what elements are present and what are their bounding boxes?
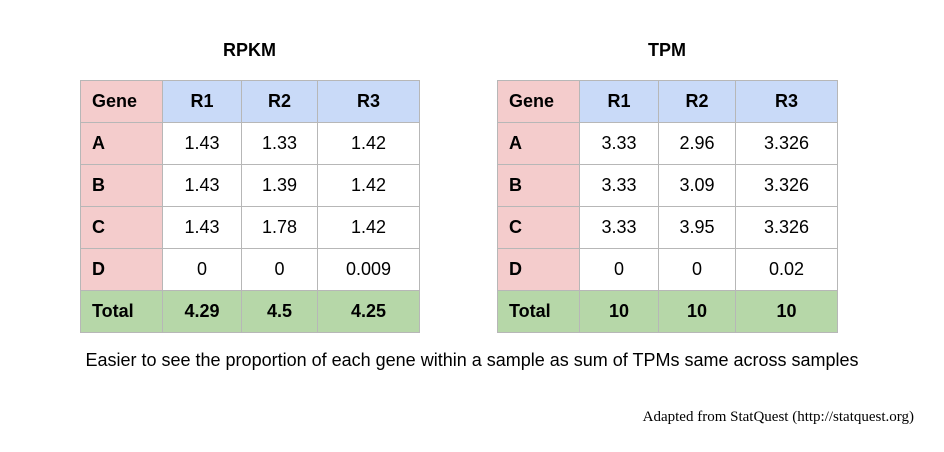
table-row: A 1.43 1.33 1.42 <box>80 122 420 165</box>
table-row: D 0 0 0.02 <box>497 248 838 291</box>
tpm-total-value: 10 <box>658 290 736 333</box>
table-row: B 1.43 1.39 1.42 <box>80 164 420 207</box>
rpkm-gene-cell: C <box>80 206 163 249</box>
tpm-header-r2: R2 <box>658 80 736 123</box>
rpkm-value-cell: 1.33 <box>241 122 318 165</box>
rpkm-gene-cell: B <box>80 164 163 207</box>
table-row: D 0 0 0.009 <box>80 248 420 291</box>
tpm-value-cell: 3.33 <box>579 164 659 207</box>
table-row: B 3.33 3.09 3.326 <box>497 164 838 207</box>
rpkm-value-cell: 1.42 <box>317 122 420 165</box>
tpm-header-r3: R3 <box>735 80 838 123</box>
rpkm-table: Gene R1 R2 R3 A 1.43 1.33 1.42 B 1.43 1.… <box>80 80 420 333</box>
rpkm-value-cell: 1.42 <box>317 206 420 249</box>
caption-text: Easier to see the proportion of each gen… <box>85 350 859 370</box>
rpkm-value-cell: 0 <box>162 248 242 291</box>
rpkm-header-r2: R2 <box>241 80 318 123</box>
rpkm-total-value: 4.25 <box>317 290 420 333</box>
tpm-header-r1: R1 <box>579 80 659 123</box>
tpm-value-cell: 2.96 <box>658 122 736 165</box>
tpm-value-cell: 0 <box>579 248 659 291</box>
rpkm-total-value: 4.5 <box>241 290 318 333</box>
tpm-value-cell: 3.95 <box>658 206 736 249</box>
rpkm-value-cell: 1.43 <box>162 164 242 207</box>
rpkm-total-label: Total <box>80 290 163 333</box>
tpm-value-cell: 3.326 <box>735 122 838 165</box>
tpm-value-cell: 0.02 <box>735 248 838 291</box>
tpm-value-cell: 3.326 <box>735 164 838 207</box>
tpm-total-row: Total 10 10 10 <box>497 290 838 333</box>
rpkm-value-cell: 1.42 <box>317 164 420 207</box>
tpm-value-cell: 3.09 <box>658 164 736 207</box>
rpkm-value-cell: 1.43 <box>162 206 242 249</box>
tpm-value-cell: 3.326 <box>735 206 838 249</box>
tpm-gene-cell: C <box>497 206 580 249</box>
rpkm-value-cell: 1.43 <box>162 122 242 165</box>
credit-text: Adapted from StatQuest (http://statquest… <box>642 409 914 425</box>
rpkm-total-value: 4.29 <box>162 290 242 333</box>
rpkm-value-cell: 1.78 <box>241 206 318 249</box>
rpkm-value-cell: 0.009 <box>317 248 420 291</box>
table-row: C 3.33 3.95 3.326 <box>497 206 838 249</box>
tpm-value-cell: 3.33 <box>579 122 659 165</box>
tpm-gene-cell: B <box>497 164 580 207</box>
tpm-value-cell: 3.33 <box>579 206 659 249</box>
rpkm-title: RPKM <box>223 40 276 60</box>
rpkm-gene-cell: D <box>80 248 163 291</box>
tpm-title: TPM <box>648 40 686 60</box>
rpkm-header-row: Gene R1 R2 R3 <box>80 80 420 123</box>
tpm-header-row: Gene R1 R2 R3 <box>497 80 838 123</box>
rpkm-value-cell: 0 <box>241 248 318 291</box>
rpkm-value-cell: 1.39 <box>241 164 318 207</box>
tpm-total-value: 10 <box>579 290 659 333</box>
rpkm-gene-cell: A <box>80 122 163 165</box>
tpm-gene-cell: A <box>497 122 580 165</box>
tpm-header-gene: Gene <box>497 80 580 123</box>
table-row: A 3.33 2.96 3.326 <box>497 122 838 165</box>
tpm-value-cell: 0 <box>658 248 736 291</box>
tpm-table: Gene R1 R2 R3 A 3.33 2.96 3.326 B 3.33 3… <box>497 80 838 333</box>
tpm-total-value: 10 <box>735 290 838 333</box>
tpm-total-label: Total <box>497 290 580 333</box>
rpkm-total-row: Total 4.29 4.5 4.25 <box>80 290 420 333</box>
rpkm-header-gene: Gene <box>80 80 163 123</box>
rpkm-header-r1: R1 <box>162 80 242 123</box>
rpkm-header-r3: R3 <box>317 80 420 123</box>
table-row: C 1.43 1.78 1.42 <box>80 206 420 249</box>
tpm-gene-cell: D <box>497 248 580 291</box>
